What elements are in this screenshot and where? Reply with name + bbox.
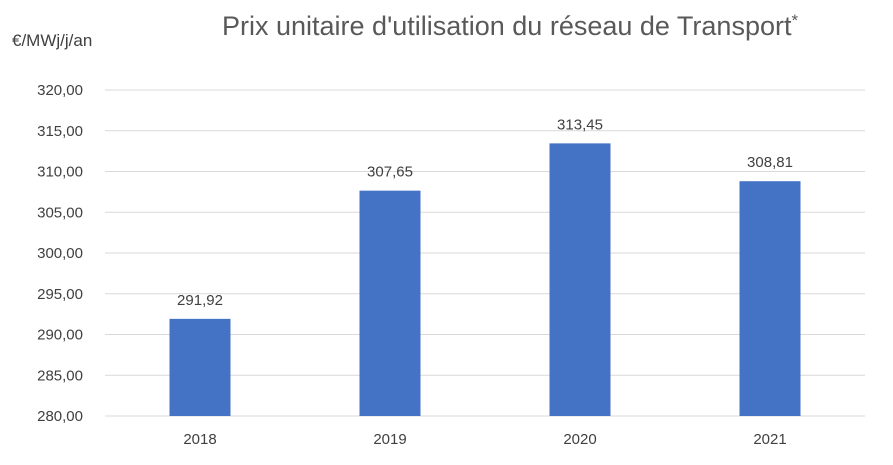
y-tick-label: 280,00 (37, 408, 83, 425)
x-axis-ticks: 2018 2019 2020 2021 (183, 431, 786, 448)
y-tick-label: 285,00 (37, 367, 83, 384)
chart-title-text: Prix unitaire d'utilisation du réseau de… (222, 11, 792, 41)
bar-2019 (359, 190, 421, 416)
y-axis-ticks: 280,00 285,00 290,00 295,00 300,00 305,00 310,… (37, 82, 83, 425)
y-tick-label: 320,00 (37, 82, 83, 99)
x-tick-label: 2021 (753, 431, 786, 448)
data-label-2018: 291,92 (177, 292, 223, 309)
data-label-2020: 313,45 (557, 116, 603, 133)
data-label-2019: 307,65 (367, 164, 413, 181)
gridlines (105, 89, 865, 417)
y-tick-label: 295,00 (37, 286, 83, 303)
y-tick-label: 300,00 (37, 245, 83, 262)
y-tick-label: 305,00 (37, 204, 83, 221)
bars (169, 143, 801, 416)
x-tick-label: 2020 (563, 431, 596, 448)
chart-title: Prix unitaire d'utilisation du réseau de… (222, 11, 798, 41)
data-labels: 291,92 307,65 313,45 308,81 (177, 116, 793, 308)
y-tick-label: 310,00 (37, 164, 83, 181)
x-tick-label: 2018 (183, 431, 216, 448)
bar-2020 (549, 143, 611, 416)
y-axis-label: €/MWj/j/an (12, 31, 92, 50)
x-tick-label: 2019 (373, 431, 406, 448)
y-tick-label: 290,00 (37, 327, 83, 344)
chart-title-asterisk: * (791, 11, 798, 30)
data-label-2021: 308,81 (747, 154, 793, 171)
bar-2018 (169, 318, 231, 416)
bar-2021 (739, 181, 801, 416)
y-tick-label: 315,00 (37, 123, 83, 140)
